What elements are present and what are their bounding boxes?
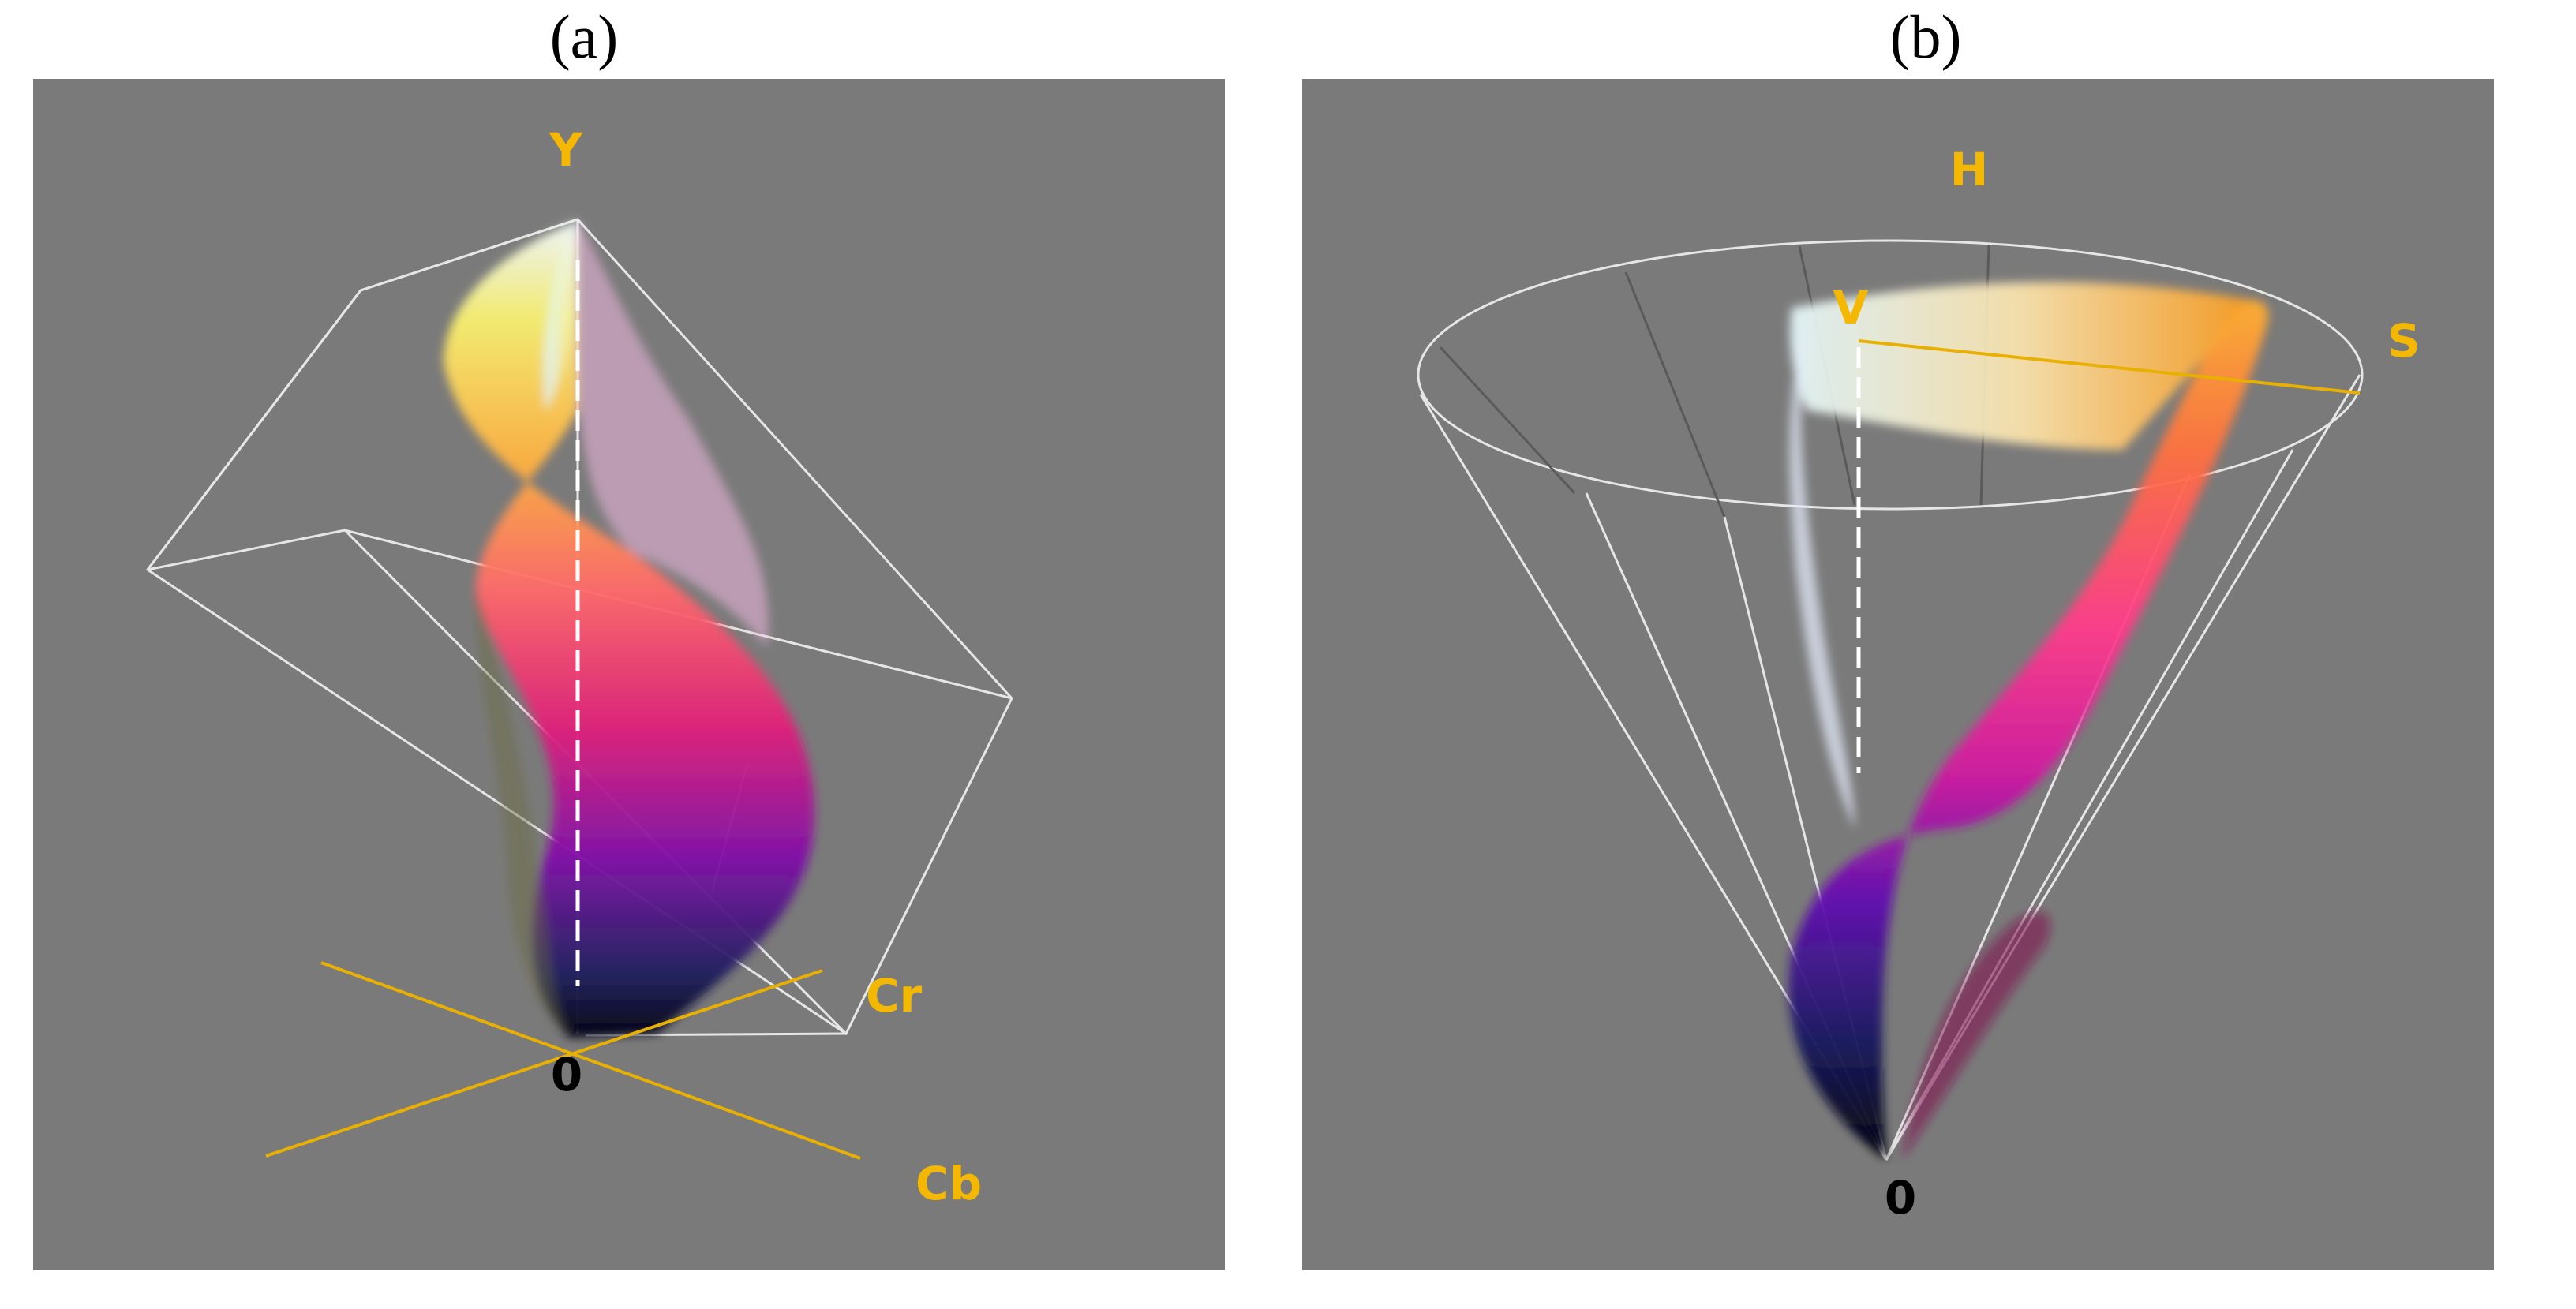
hsv-point-cloud	[1788, 282, 2268, 1160]
ycbcr-point-cloud	[444, 221, 814, 1038]
s-axis-line	[1858, 339, 2361, 395]
cr-axis-label: Cr	[866, 969, 923, 1023]
ycbcr-diagram: Y Cr Cb 0	[145, 123, 1013, 1210]
origin-label: 0	[551, 1048, 582, 1101]
hsv-panel: H V S 0	[1302, 79, 2494, 1270]
caption-b: (b)	[1889, 2, 1962, 71]
cb-axis-label: Cb	[915, 1157, 982, 1210]
origin-label: 0	[1885, 1171, 1916, 1225]
ycbcr-panel: Y Cr Cb 0	[33, 79, 1225, 1270]
caption-a: (a)	[549, 2, 619, 71]
v-axis-label: V	[1833, 281, 1869, 335]
y-axis-label: Y	[549, 123, 583, 177]
h-axis-label: H	[1950, 143, 1989, 196]
cbcr-axes	[265, 961, 861, 1160]
hsv-diagram: H V S 0	[1417, 143, 2421, 1225]
s-axis-label: S	[2387, 314, 2421, 368]
